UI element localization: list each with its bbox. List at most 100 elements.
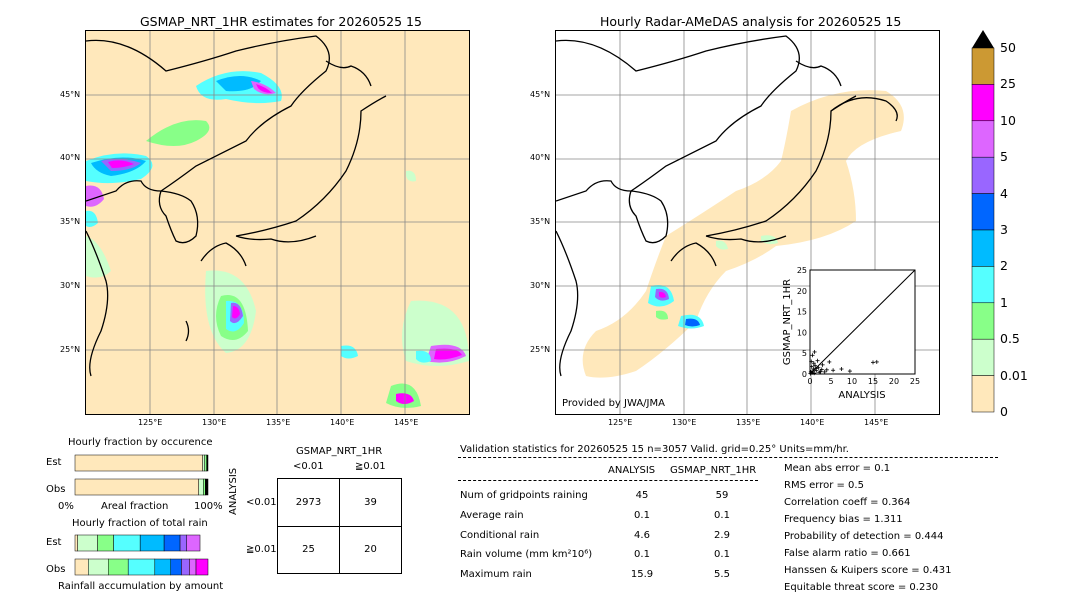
occurrence-chart: [74, 452, 209, 498]
scatter-point: [819, 367, 824, 372]
right-lon-label: 125°E: [608, 418, 633, 427]
score-line: Probability of detection = 0.444: [784, 531, 944, 542]
colorbar-tick-label: 0.01: [1000, 367, 1028, 383]
scatter-point: [808, 371, 813, 376]
scatter-point: [831, 368, 836, 373]
colorbar-segment: [971, 229, 995, 267]
scatter-point: [814, 368, 819, 373]
contingency-row-header: <0.01: [246, 497, 277, 508]
score-line: False alarm ratio = 0.661: [784, 548, 911, 559]
scatter-point: [847, 369, 852, 374]
left-rain-field: [86, 71, 469, 408]
colorbar-tick-label: 3: [1000, 222, 1008, 237]
occurrence-xlabel: Areal fraction: [101, 501, 169, 512]
scatter-y-tick: 0: [802, 370, 807, 379]
scatter-point: [811, 361, 816, 366]
totalrain-bars: [74, 534, 209, 576]
occurrence-obs-label: Obs: [46, 484, 66, 495]
scatter-x-tick: 5: [828, 377, 833, 386]
occurrence-segment: [206, 454, 209, 472]
scatter-point: [839, 367, 844, 372]
scatter-inset: 0 5 10 15 20 25 0 5 10 15 20 25 ANALYSIS GSMAP_NRT_…: [780, 266, 920, 402]
left-lat-label: 40°N: [60, 153, 81, 162]
scatter-point: [810, 353, 815, 358]
contingency-side-label: ANALYSIS: [228, 467, 239, 515]
validation-row-label: Maximum rain: [460, 569, 532, 580]
validation-row-a: 4.6: [634, 530, 650, 541]
scatter-point: [820, 362, 825, 367]
totalrain-segment: [154, 558, 172, 576]
left-lon-label: 140°E: [330, 418, 355, 427]
colorbar-tick-label: 0.5: [1000, 331, 1020, 347]
contingency-cell: 2973: [295, 497, 322, 508]
contingency-cell: 25: [302, 544, 315, 555]
validation-row-a: 0.1: [634, 510, 650, 521]
right-lon-label: 135°E: [736, 418, 761, 427]
left-coastline: [86, 35, 387, 377]
validation-row-b: 0.1: [714, 549, 730, 560]
right-lon-label: 145°E: [864, 418, 889, 427]
totalrain-segment: [170, 558, 182, 576]
validation-col2: GSMAP_NRT_1HR: [670, 465, 757, 476]
left-lat-label: 30°N: [60, 281, 81, 290]
occurrence-x-start: 0%: [58, 501, 74, 512]
totalrain-segment: [186, 534, 201, 552]
colorbar-tick-label: 0: [1000, 404, 1008, 419]
scatter-points: [808, 349, 879, 376]
colorbar-tick-label: 25: [1000, 76, 1016, 92]
totalrain-title: Hourly fraction of total rain: [72, 518, 208, 529]
data-credit: Provided by JWA/JMA: [562, 398, 665, 409]
right-lat-label: 35°N: [530, 217, 551, 226]
colorbar-tick-label: 1: [1000, 294, 1008, 310]
right-lon-label: 140°E: [800, 418, 825, 427]
occurrence-segment: [198, 478, 204, 496]
scatter-diagonal: [809, 269, 916, 375]
left-lon-label: 145°E: [394, 418, 419, 427]
occurrence-segment: [205, 478, 209, 496]
score-line: Mean abs error = 0.1: [784, 463, 891, 474]
colorbar-canvas: [971, 30, 995, 413]
validation-row-a: 0.1: [634, 549, 650, 560]
occurrence-bars: [74, 454, 209, 496]
right-map-canvas: [556, 31, 939, 414]
validation-row-label: Rain volume (mm km²10⁶): [460, 549, 593, 560]
scatter-point: [822, 369, 827, 374]
totalrain-segment: [189, 558, 197, 576]
left-lon-label: 130°E: [202, 418, 227, 427]
scatter-point: [815, 358, 820, 363]
totalrain-xlabel: Rainfall accumulation by amount: [58, 581, 224, 592]
colorbar-tick-label: 10: [1000, 112, 1016, 128]
scatter-y-tick: 15: [797, 308, 807, 317]
scatter-x-tick: 10: [847, 377, 857, 386]
colorbar-segment: [971, 84, 995, 122]
left-lat-label: 25°N: [60, 345, 81, 354]
contingency-col-header: <0.01: [293, 461, 324, 472]
scatter-point: [827, 359, 832, 364]
colorbar-segment: [971, 302, 995, 340]
scatter-x-tick: 20: [889, 377, 899, 386]
validation-row-b: 2.9: [714, 530, 730, 541]
totalrain-chart: [74, 532, 209, 578]
totalrain-segment: [74, 558, 89, 576]
left-map-title: GSMAP_NRT_1HR estimates for 20260525 15: [140, 14, 422, 29]
scatter-xlabel: ANALYSIS: [838, 390, 885, 401]
left-lat-label: 35°N: [60, 217, 81, 226]
score-line: Equitable threat score = 0.230: [784, 582, 939, 593]
scatter-point: [874, 359, 879, 364]
occurrence-segment: [74, 478, 199, 496]
scatter-y-tick: 10: [797, 328, 807, 337]
right-lat-label: 40°N: [530, 153, 551, 162]
scatter-point: [809, 364, 814, 369]
scatter-point: [813, 366, 818, 371]
colorbar-tick-label: 4: [1000, 185, 1008, 201]
score-line: RMS error = 0.5: [784, 480, 864, 491]
right-lat-label: 45°N: [530, 90, 551, 99]
totalrain-segment: [77, 534, 98, 552]
scatter-y-tick: 25: [797, 266, 807, 275]
validation-header: Validation statistics for 20260525 15 n=…: [460, 444, 849, 455]
scatter-ticks: 0 5 10 15 20 25 0 5 10 15 20 25: [797, 266, 920, 386]
colorbar-segment: [971, 120, 995, 158]
scatter-y-tick: 20: [797, 287, 807, 296]
totalrain-obs-label: Obs: [46, 564, 66, 575]
validation-col-divider: [458, 480, 758, 481]
